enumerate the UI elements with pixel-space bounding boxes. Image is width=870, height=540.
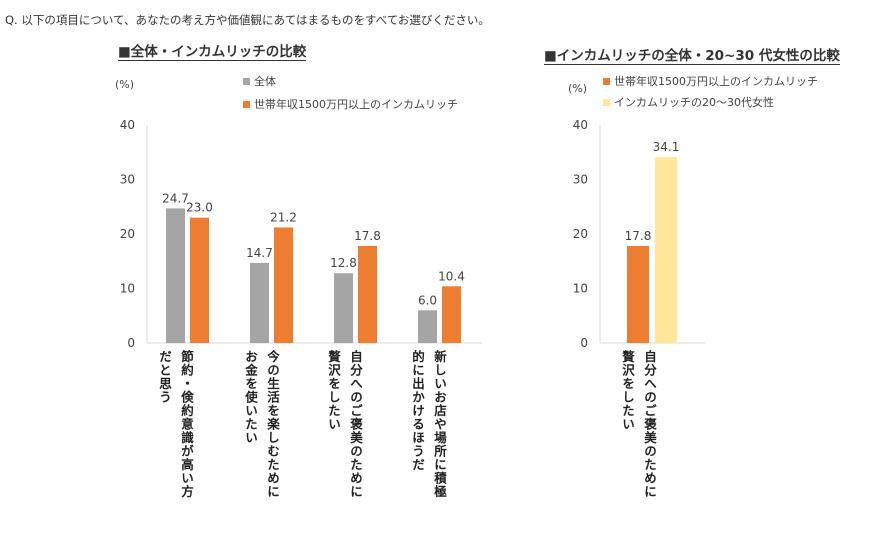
y-tick-label: 20 [120, 227, 135, 241]
data-label: 23.0 [186, 201, 213, 215]
y-tick-label: 20 [573, 227, 588, 241]
data-label: 21.2 [270, 210, 297, 224]
y-tick-label: 0 [127, 336, 135, 350]
y-tick-label: 30 [120, 173, 135, 187]
category-label: 節約・倹約意識が高い方 だと思う [153, 350, 197, 499]
y-tick-label: 0 [580, 336, 588, 350]
data-label: 14.7 [246, 246, 273, 260]
question-text: Q. 以下の項目について、あなたの考え方や価値観にあてはまるものをすべてお選びく… [5, 13, 490, 27]
legend-label: 世帯年収1500万円以上のインカムリッチ [614, 74, 818, 88]
y-tick-label: 10 [120, 282, 135, 296]
category-label-line: 贅沢をしたい [326, 350, 341, 431]
data-label: 12.8 [330, 256, 357, 270]
category-label-line: 今の生活を楽しむために [265, 350, 280, 499]
data-label: 24.7 [162, 191, 189, 205]
legend-swatch [243, 78, 250, 85]
bar [358, 245, 377, 343]
category-label: 今の生活を楽しむために お金を使いたい [239, 350, 283, 499]
legend-label: 世帯年収1500万円以上のインカムリッチ [254, 97, 458, 111]
bar [190, 217, 209, 343]
category-label-line: だと思う [157, 350, 172, 404]
y-axis-unit: (%) [115, 78, 134, 91]
y-tick-label: 10 [573, 282, 588, 296]
bar [166, 208, 185, 343]
bar [442, 286, 461, 343]
bar [250, 262, 269, 343]
y-tick-label: 40 [120, 118, 135, 132]
y-tick-label: 40 [573, 118, 588, 132]
data-label: 6.0 [418, 293, 437, 307]
bar [274, 227, 293, 343]
y-tick-label: 30 [573, 173, 588, 187]
bar [627, 245, 649, 343]
chart-title-left: ■全体・インカムリッチの比較 [118, 44, 307, 61]
data-label: 34.1 [653, 140, 680, 154]
bar [334, 273, 353, 343]
category-label: 自分へのご褒美のために 贅沢をしたい [322, 350, 366, 499]
legend-label: インカムリッチの20～30代女性 [614, 95, 774, 109]
category-label: 自分へのご褒美のために 贅沢をしたい [616, 350, 660, 499]
data-label: 17.8 [625, 229, 652, 243]
category-label-line: 新しいお店や場所に積極 [432, 350, 447, 499]
data-label: 17.8 [354, 229, 381, 243]
category-label-line: 節約・倹約意識が高い方 [179, 350, 194, 499]
legend-label: 全体 [254, 74, 276, 88]
legend-swatch [603, 99, 610, 106]
data-label: 10.4 [438, 269, 465, 283]
category-label-line: 自分へのご褒美のために [348, 350, 363, 499]
bar [655, 157, 677, 343]
chart-title-right: ■インカムリッチの全体・20~30 代女性の比較 [544, 48, 840, 65]
category-label-line: 自分へのご褒美のために [642, 350, 657, 499]
legend-swatch [243, 101, 250, 108]
category-label-line: お金を使いたい [243, 350, 258, 445]
bar [418, 310, 437, 343]
legend-swatch [603, 78, 610, 85]
category-label: 新しいお店や場所に積極 的に出かけるほうだ [406, 350, 450, 499]
category-label-line: 的に出かけるほうだ [410, 350, 425, 472]
y-axis-unit: (%) [568, 82, 587, 95]
category-label-line: 贅沢をしたい [620, 350, 635, 431]
